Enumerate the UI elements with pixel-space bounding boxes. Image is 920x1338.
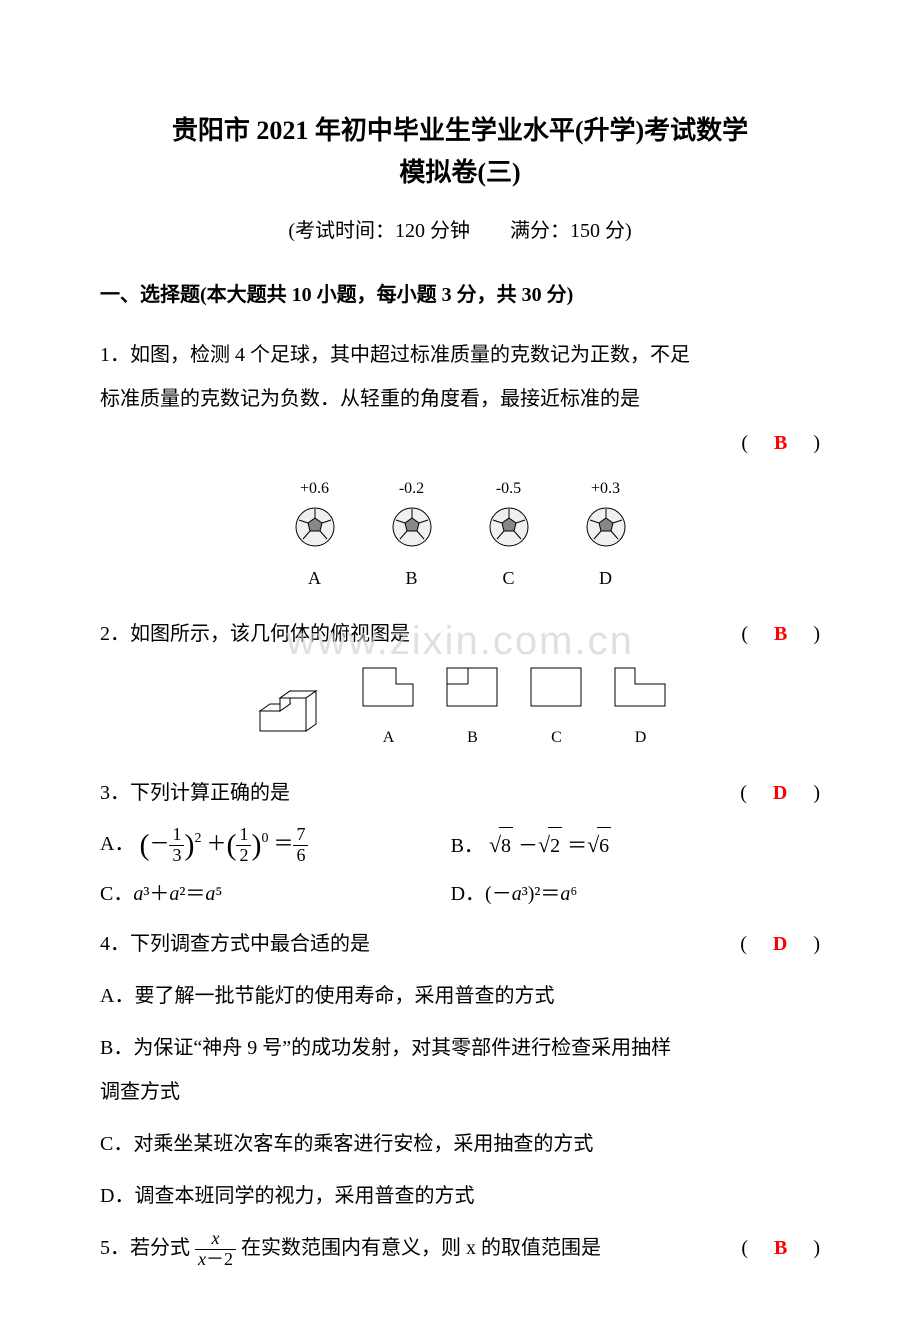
soccer-ball-icon [391, 506, 433, 548]
document-title: 贵阳市 2021 年初中毕业生学业水平(升学)考试数学 模拟卷(三) [100, 110, 820, 193]
answer-slot-4: ( D ) [740, 922, 820, 966]
q4-text: 下列调查方式中最合适的是 [130, 933, 370, 955]
shape-a-label: A [361, 724, 416, 753]
q4-opt-c: C．对乘坐某班次客车的乘客进行安检，采用抽查的方式 [100, 1122, 820, 1166]
section-header-1: 一、选择题(本大题共 10 小题，每小题 3 分，共 30 分) [100, 277, 820, 313]
soccer-c-letter: C [488, 562, 530, 594]
soccer-a-letter: A [294, 562, 336, 594]
q5-text-after: 在实数范围内有意义，则 x 的取值范围是 [241, 1237, 601, 1259]
soccer-a-label: +0.6 [294, 475, 336, 504]
answer-slot-3: ( D ) [740, 771, 820, 815]
question-5: 5．若分式 xx－2 在实数范围内有意义，则 x 的取值范围是 ( B ) [100, 1226, 820, 1270]
q4-opt-a: A．要了解一批节能灯的使用寿命，采用普查的方式 [100, 974, 820, 1018]
q3-opt-c: C．a³＋a²＝a⁵ [100, 876, 446, 912]
soccer-b: -0.2 B [391, 475, 433, 594]
q4-num: 4． [100, 933, 130, 955]
q2-num: 2． [100, 623, 130, 645]
answer-slot-5: ( B ) [741, 1226, 820, 1270]
question-4: 4．下列调查方式中最合适的是 ( D ) [100, 922, 820, 966]
q3-num: 3． [100, 782, 130, 804]
q3-opt-d: D．(－a³)²＝a⁶ [451, 876, 797, 912]
q3-text: 下列计算正确的是 [130, 782, 290, 804]
q1-num: 1． [100, 344, 130, 366]
q1-figure-row: +0.6 A -0.2 B -0.5 C +0.3 D [100, 475, 820, 594]
q5-fraction: xx－2 [195, 1229, 236, 1270]
soccer-d-letter: D [585, 562, 627, 594]
option-c-shape: C [529, 666, 584, 753]
title-line2: 模拟卷(三) [399, 158, 520, 187]
answer-2: B [774, 623, 787, 645]
answer-3: D [773, 782, 787, 804]
question-1: 1．如图，检测 4 个足球，其中超过标准质量的克数记为正数，不足 标准质量的克数… [100, 333, 820, 465]
q2-text: 如图所示，该几何体的俯视图是 [130, 623, 410, 645]
solid-icon [252, 686, 332, 741]
shape-c-icon [529, 666, 584, 708]
q3-options-row2: C．a³＋a²＝a⁵ D．(－a³)²＝a⁶ [100, 876, 820, 912]
soccer-c-label: -0.5 [488, 475, 530, 504]
q4-b-line2: 调查方式 [100, 1081, 180, 1103]
q3-b-prefix: B． [451, 835, 484, 857]
option-d-shape: D [613, 666, 668, 753]
soccer-b-label: -0.2 [391, 475, 433, 504]
q4-b-line1: B．为保证“神舟 9 号”的成功发射，对其零部件进行检查采用抽样 [100, 1037, 671, 1059]
soccer-b-letter: B [391, 562, 433, 594]
q3-opt-b: B． 8 －2 ＝6 [451, 825, 797, 865]
title-line1: 贵阳市 2021 年初中毕业生学业水平(升学)考试数学 [172, 116, 748, 145]
question-2: 2．如图所示，该几何体的俯视图是 ( B ) [100, 612, 820, 656]
shape-a-icon [361, 666, 416, 708]
soccer-c: -0.5 C [488, 475, 530, 594]
q3-options-row1: A． (－13)2 ＋(12)0 ＝76 B． 8 －2 ＝6 [100, 825, 820, 866]
exam-info: (考试时间：120 分钟 满分：150 分) [100, 213, 820, 249]
answer-5: B [774, 1237, 787, 1259]
soccer-d: +0.3 D [585, 475, 627, 594]
soccer-ball-icon [294, 506, 336, 548]
shape-d-icon [613, 666, 668, 708]
solid-3d [252, 686, 332, 753]
answer-slot-1: ( B ) [741, 421, 820, 465]
question-3: 3．下列计算正确的是 ( D ) [100, 771, 820, 815]
soccer-a: +0.6 A [294, 475, 336, 594]
shape-b-label: B [445, 724, 500, 753]
option-a-shape: A [361, 666, 416, 753]
q3-c-prefix: C． [100, 883, 133, 905]
q1-text1: 如图，检测 4 个足球，其中超过标准质量的克数记为正数，不足 [130, 344, 690, 366]
q5-num: 5． [100, 1237, 130, 1259]
q1-text2: 标准质量的克数记为负数．从轻重的角度看，最接近标准的是 [100, 388, 640, 410]
soccer-d-label: +0.3 [585, 475, 627, 504]
q4-opt-b: B．为保证“神舟 9 号”的成功发射，对其零部件进行检查采用抽样 调查方式 [100, 1026, 820, 1114]
q5-text-before: 若分式 [130, 1237, 190, 1259]
shape-c-label: C [529, 724, 584, 753]
q2-figure-row: A B C D [100, 666, 820, 753]
answer-1: B [774, 432, 787, 454]
answer-slot-2: ( B ) [741, 612, 820, 656]
q4-opt-d: D．调查本班同学的视力，采用普查的方式 [100, 1174, 820, 1218]
q3-d-prefix: D． [451, 883, 485, 905]
answer-4: D [773, 933, 787, 955]
soccer-ball-icon [488, 506, 530, 548]
shape-d-label: D [613, 724, 668, 753]
soccer-ball-icon [585, 506, 627, 548]
q3-opt-a: A． (－13)2 ＋(12)0 ＝76 [100, 825, 446, 866]
shape-b-icon [445, 666, 500, 708]
q3-a-prefix: A． [100, 833, 134, 855]
option-b-shape: B [445, 666, 500, 753]
